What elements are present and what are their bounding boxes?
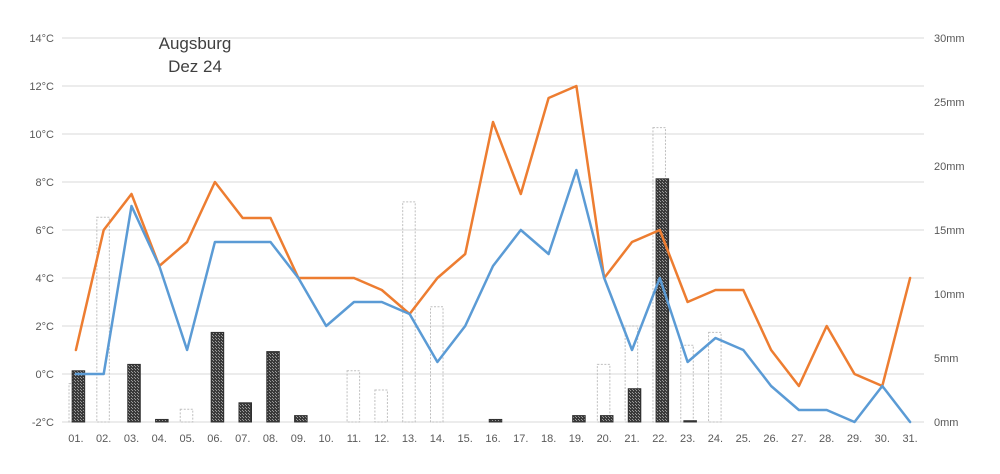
outline-bars <box>68 127 722 423</box>
filled-bar <box>71 370 86 423</box>
x-tick-label: 22. <box>652 433 667 445</box>
outline-bar <box>346 370 361 423</box>
chart-title-line-1: Augsburg <box>159 34 232 53</box>
temperature-lines <box>74 84 912 424</box>
filled-bar <box>683 420 697 423</box>
y-left-tick-label: 0°C <box>36 369 55 381</box>
filled-bar <box>655 178 670 423</box>
x-tick-label: 13. <box>402 433 417 445</box>
left-axis-labels: -2°C 0°C 2°C 4°C 6°C 8°C 10°C 12°C 14°C <box>29 33 54 429</box>
y-left-tick-label: 2°C <box>36 321 55 333</box>
x-tick-label: 28. <box>819 433 834 445</box>
x-tick-label: 24. <box>708 433 723 445</box>
x-tick-label: 29. <box>847 433 862 445</box>
y-left-tick-label: 8°C <box>36 177 55 189</box>
x-tick-label: 06. <box>207 433 222 445</box>
x-tick-label: 25. <box>736 433 751 445</box>
x-tick-label: 19. <box>569 433 584 445</box>
y-left-tick-label: 4°C <box>36 273 55 285</box>
outline-bar <box>624 325 639 423</box>
filled-bar <box>127 363 141 423</box>
x-tick-label: 09. <box>291 433 306 445</box>
filled-bar <box>155 418 169 423</box>
filled-bar <box>488 418 503 423</box>
filled-bar <box>572 415 586 423</box>
x-tick-label: 15. <box>458 433 473 445</box>
temperature-line <box>74 168 912 424</box>
x-tick-label: 30. <box>875 433 890 445</box>
outline-bar <box>430 306 444 423</box>
y-right-tick-label: 25mm <box>934 97 965 109</box>
y-right-tick-label: 10mm <box>934 289 965 301</box>
x-tick-label: 23. <box>680 433 695 445</box>
x-tick-label: 07. <box>235 433 250 445</box>
x-tick-label: 27. <box>791 433 806 445</box>
x-tick-label: 16. <box>485 433 500 445</box>
x-tick-label: 18. <box>541 433 556 445</box>
filled-bars <box>71 178 697 423</box>
right-axis-labels: 0mm 5mm 10mm 15mm 20mm 25mm 30mm <box>934 33 965 429</box>
x-tick-label: 08. <box>263 433 278 445</box>
x-tick-label: 01. <box>68 433 83 445</box>
y-right-tick-label: 15mm <box>934 225 965 237</box>
x-tick-label: 21. <box>624 433 639 445</box>
filled-bar <box>210 331 225 423</box>
x-tick-label: 10. <box>319 433 334 445</box>
y-left-tick-label: -2°C <box>32 417 54 429</box>
x-tick-label: 12. <box>374 433 389 445</box>
x-tick-label: 26. <box>763 433 778 445</box>
x-tick-label: 02. <box>96 433 111 445</box>
outline-bar <box>708 331 722 423</box>
x-tick-label: 05. <box>179 433 194 445</box>
filled-bar <box>627 388 642 423</box>
y-left-tick-label: 6°C <box>36 225 55 237</box>
y-left-tick-label: 12°C <box>29 81 54 93</box>
filled-bar <box>599 415 614 423</box>
x-axis-labels: 01. 02. 03. 04. 05. 06. 07. 08. 09. 10. 11. 12. 13. 1… <box>68 433 917 445</box>
temperature-line <box>74 84 912 388</box>
x-tick-label: 20. <box>597 433 612 445</box>
y-left-tick-label: 10°C <box>29 129 54 141</box>
x-tick-label: 04. <box>152 433 167 445</box>
filled-bar <box>294 415 308 423</box>
filled-bar <box>266 351 280 423</box>
outline-bar <box>179 408 194 423</box>
y-left-tick-label: 14°C <box>29 33 54 45</box>
filled-bar <box>238 402 253 423</box>
x-tick-label: 17. <box>513 433 528 445</box>
x-tick-label: 14. <box>430 433 445 445</box>
outline-bar <box>596 363 611 423</box>
x-tick-label: 03. <box>124 433 139 445</box>
x-tick-label: 31. <box>902 433 917 445</box>
y-right-tick-label: 0mm <box>934 417 958 429</box>
y-right-tick-label: 5mm <box>934 353 958 365</box>
y-right-tick-label: 20mm <box>934 161 965 173</box>
y-right-tick-label: 30mm <box>934 33 965 45</box>
outline-bar <box>374 389 388 423</box>
x-tick-label: 11. <box>347 433 361 445</box>
chart-title-line-2: Dez 24 <box>168 57 222 76</box>
